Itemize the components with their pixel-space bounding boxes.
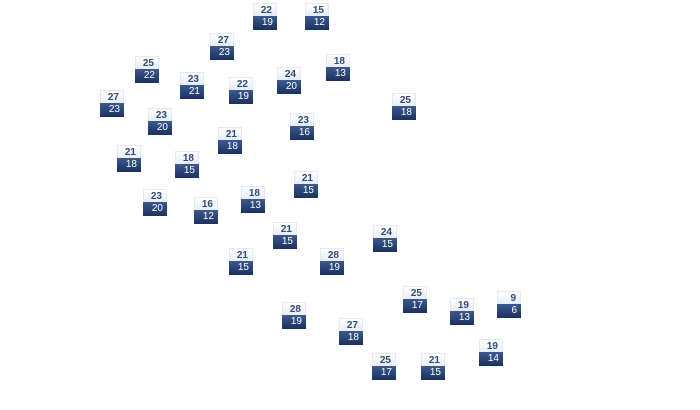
temperature-marker[interactable]: 18 15 bbox=[175, 151, 199, 178]
high-temperature: 23 bbox=[180, 72, 204, 85]
temperature-marker[interactable]: 15 12 bbox=[305, 3, 329, 30]
high-temperature: 18 bbox=[326, 54, 350, 67]
temperature-marker[interactable]: 22 19 bbox=[253, 3, 277, 30]
low-temperature: 20 bbox=[148, 121, 172, 135]
low-temperature: 6 bbox=[497, 304, 521, 318]
temperature-marker[interactable]: 23 20 bbox=[143, 189, 167, 216]
high-temperature: 22 bbox=[253, 3, 277, 16]
temperature-marker[interactable]: 25 17 bbox=[372, 353, 396, 380]
high-temperature: 21 bbox=[218, 127, 242, 140]
high-temperature: 25 bbox=[403, 286, 427, 299]
low-temperature: 14 bbox=[479, 352, 503, 366]
temperature-marker[interactable]: 23 16 bbox=[290, 113, 314, 140]
temperature-marker[interactable]: 19 14 bbox=[479, 339, 503, 366]
low-temperature: 12 bbox=[305, 16, 329, 30]
low-temperature: 19 bbox=[253, 16, 277, 30]
temperature-marker[interactable]: 27 18 bbox=[339, 318, 363, 345]
low-temperature: 13 bbox=[450, 311, 474, 325]
high-temperature: 22 bbox=[229, 77, 253, 90]
low-temperature: 17 bbox=[372, 366, 396, 380]
low-temperature: 15 bbox=[273, 235, 297, 249]
high-temperature: 24 bbox=[277, 67, 301, 80]
high-temperature: 9 bbox=[497, 291, 521, 304]
high-temperature: 28 bbox=[282, 302, 306, 315]
low-temperature: 18 bbox=[117, 158, 141, 172]
temperature-marker[interactable]: 27 23 bbox=[210, 33, 234, 60]
low-temperature: 15 bbox=[373, 238, 397, 252]
temperature-marker[interactable]: 21 15 bbox=[273, 222, 297, 249]
low-temperature: 23 bbox=[100, 103, 124, 117]
high-temperature: 25 bbox=[372, 353, 396, 366]
temperature-marker[interactable]: 27 23 bbox=[100, 90, 124, 117]
low-temperature: 18 bbox=[392, 106, 416, 120]
temperature-marker[interactable]: 28 19 bbox=[282, 302, 306, 329]
low-temperature: 13 bbox=[326, 67, 350, 81]
high-temperature: 25 bbox=[135, 56, 159, 69]
low-temperature: 23 bbox=[210, 46, 234, 60]
low-temperature: 20 bbox=[143, 202, 167, 216]
low-temperature: 20 bbox=[277, 80, 301, 94]
high-temperature: 21 bbox=[421, 353, 445, 366]
temperature-marker[interactable]: 25 17 bbox=[403, 286, 427, 313]
low-temperature: 21 bbox=[180, 85, 204, 99]
temperature-marker[interactable]: 18 13 bbox=[326, 54, 350, 81]
temperature-marker[interactable]: 21 15 bbox=[294, 171, 318, 198]
low-temperature: 19 bbox=[320, 261, 344, 275]
high-temperature: 19 bbox=[450, 298, 474, 311]
high-temperature: 21 bbox=[294, 171, 318, 184]
high-temperature: 18 bbox=[241, 186, 265, 199]
low-temperature: 16 bbox=[290, 126, 314, 140]
temperature-marker[interactable]: 23 20 bbox=[148, 108, 172, 135]
low-temperature: 15 bbox=[294, 184, 318, 198]
temperature-marker[interactable]: 21 18 bbox=[117, 145, 141, 172]
high-temperature: 21 bbox=[273, 222, 297, 235]
temperature-marker[interactable]: 21 15 bbox=[421, 353, 445, 380]
low-temperature: 22 bbox=[135, 69, 159, 83]
low-temperature: 19 bbox=[229, 90, 253, 104]
temperature-marker[interactable]: 25 22 bbox=[135, 56, 159, 83]
temperature-marker[interactable]: 28 19 bbox=[320, 248, 344, 275]
low-temperature: 15 bbox=[421, 366, 445, 380]
temperature-marker[interactable]: 24 20 bbox=[277, 67, 301, 94]
temperature-marker[interactable]: 19 13 bbox=[450, 298, 474, 325]
low-temperature: 15 bbox=[175, 164, 199, 178]
low-temperature: 18 bbox=[339, 331, 363, 345]
high-temperature: 21 bbox=[229, 248, 253, 261]
temperature-marker[interactable]: 16 12 bbox=[194, 197, 218, 224]
temperature-marker[interactable]: 24 15 bbox=[373, 225, 397, 252]
high-temperature: 28 bbox=[320, 248, 344, 261]
high-temperature: 23 bbox=[290, 113, 314, 126]
low-temperature: 19 bbox=[282, 315, 306, 329]
temperature-marker[interactable]: 22 19 bbox=[229, 77, 253, 104]
high-temperature: 27 bbox=[339, 318, 363, 331]
temperature-marker[interactable]: 21 15 bbox=[229, 248, 253, 275]
high-temperature: 18 bbox=[175, 151, 199, 164]
high-temperature: 27 bbox=[210, 33, 234, 46]
high-temperature: 16 bbox=[194, 197, 218, 210]
high-temperature: 25 bbox=[392, 93, 416, 106]
high-temperature: 23 bbox=[148, 108, 172, 121]
high-temperature: 24 bbox=[373, 225, 397, 238]
temperature-marker[interactable]: 21 18 bbox=[218, 127, 242, 154]
low-temperature: 17 bbox=[403, 299, 427, 313]
low-temperature: 12 bbox=[194, 210, 218, 224]
high-temperature: 23 bbox=[143, 189, 167, 202]
low-temperature: 18 bbox=[218, 140, 242, 154]
temperature-marker[interactable]: 23 21 bbox=[180, 72, 204, 99]
high-temperature: 21 bbox=[117, 145, 141, 158]
high-temperature: 27 bbox=[100, 90, 124, 103]
high-temperature: 19 bbox=[479, 339, 503, 352]
low-temperature: 13 bbox=[241, 199, 265, 213]
low-temperature: 15 bbox=[229, 261, 253, 275]
high-temperature: 15 bbox=[305, 3, 329, 16]
temperature-marker[interactable]: 25 18 bbox=[392, 93, 416, 120]
temperature-marker[interactable]: 18 13 bbox=[241, 186, 265, 213]
